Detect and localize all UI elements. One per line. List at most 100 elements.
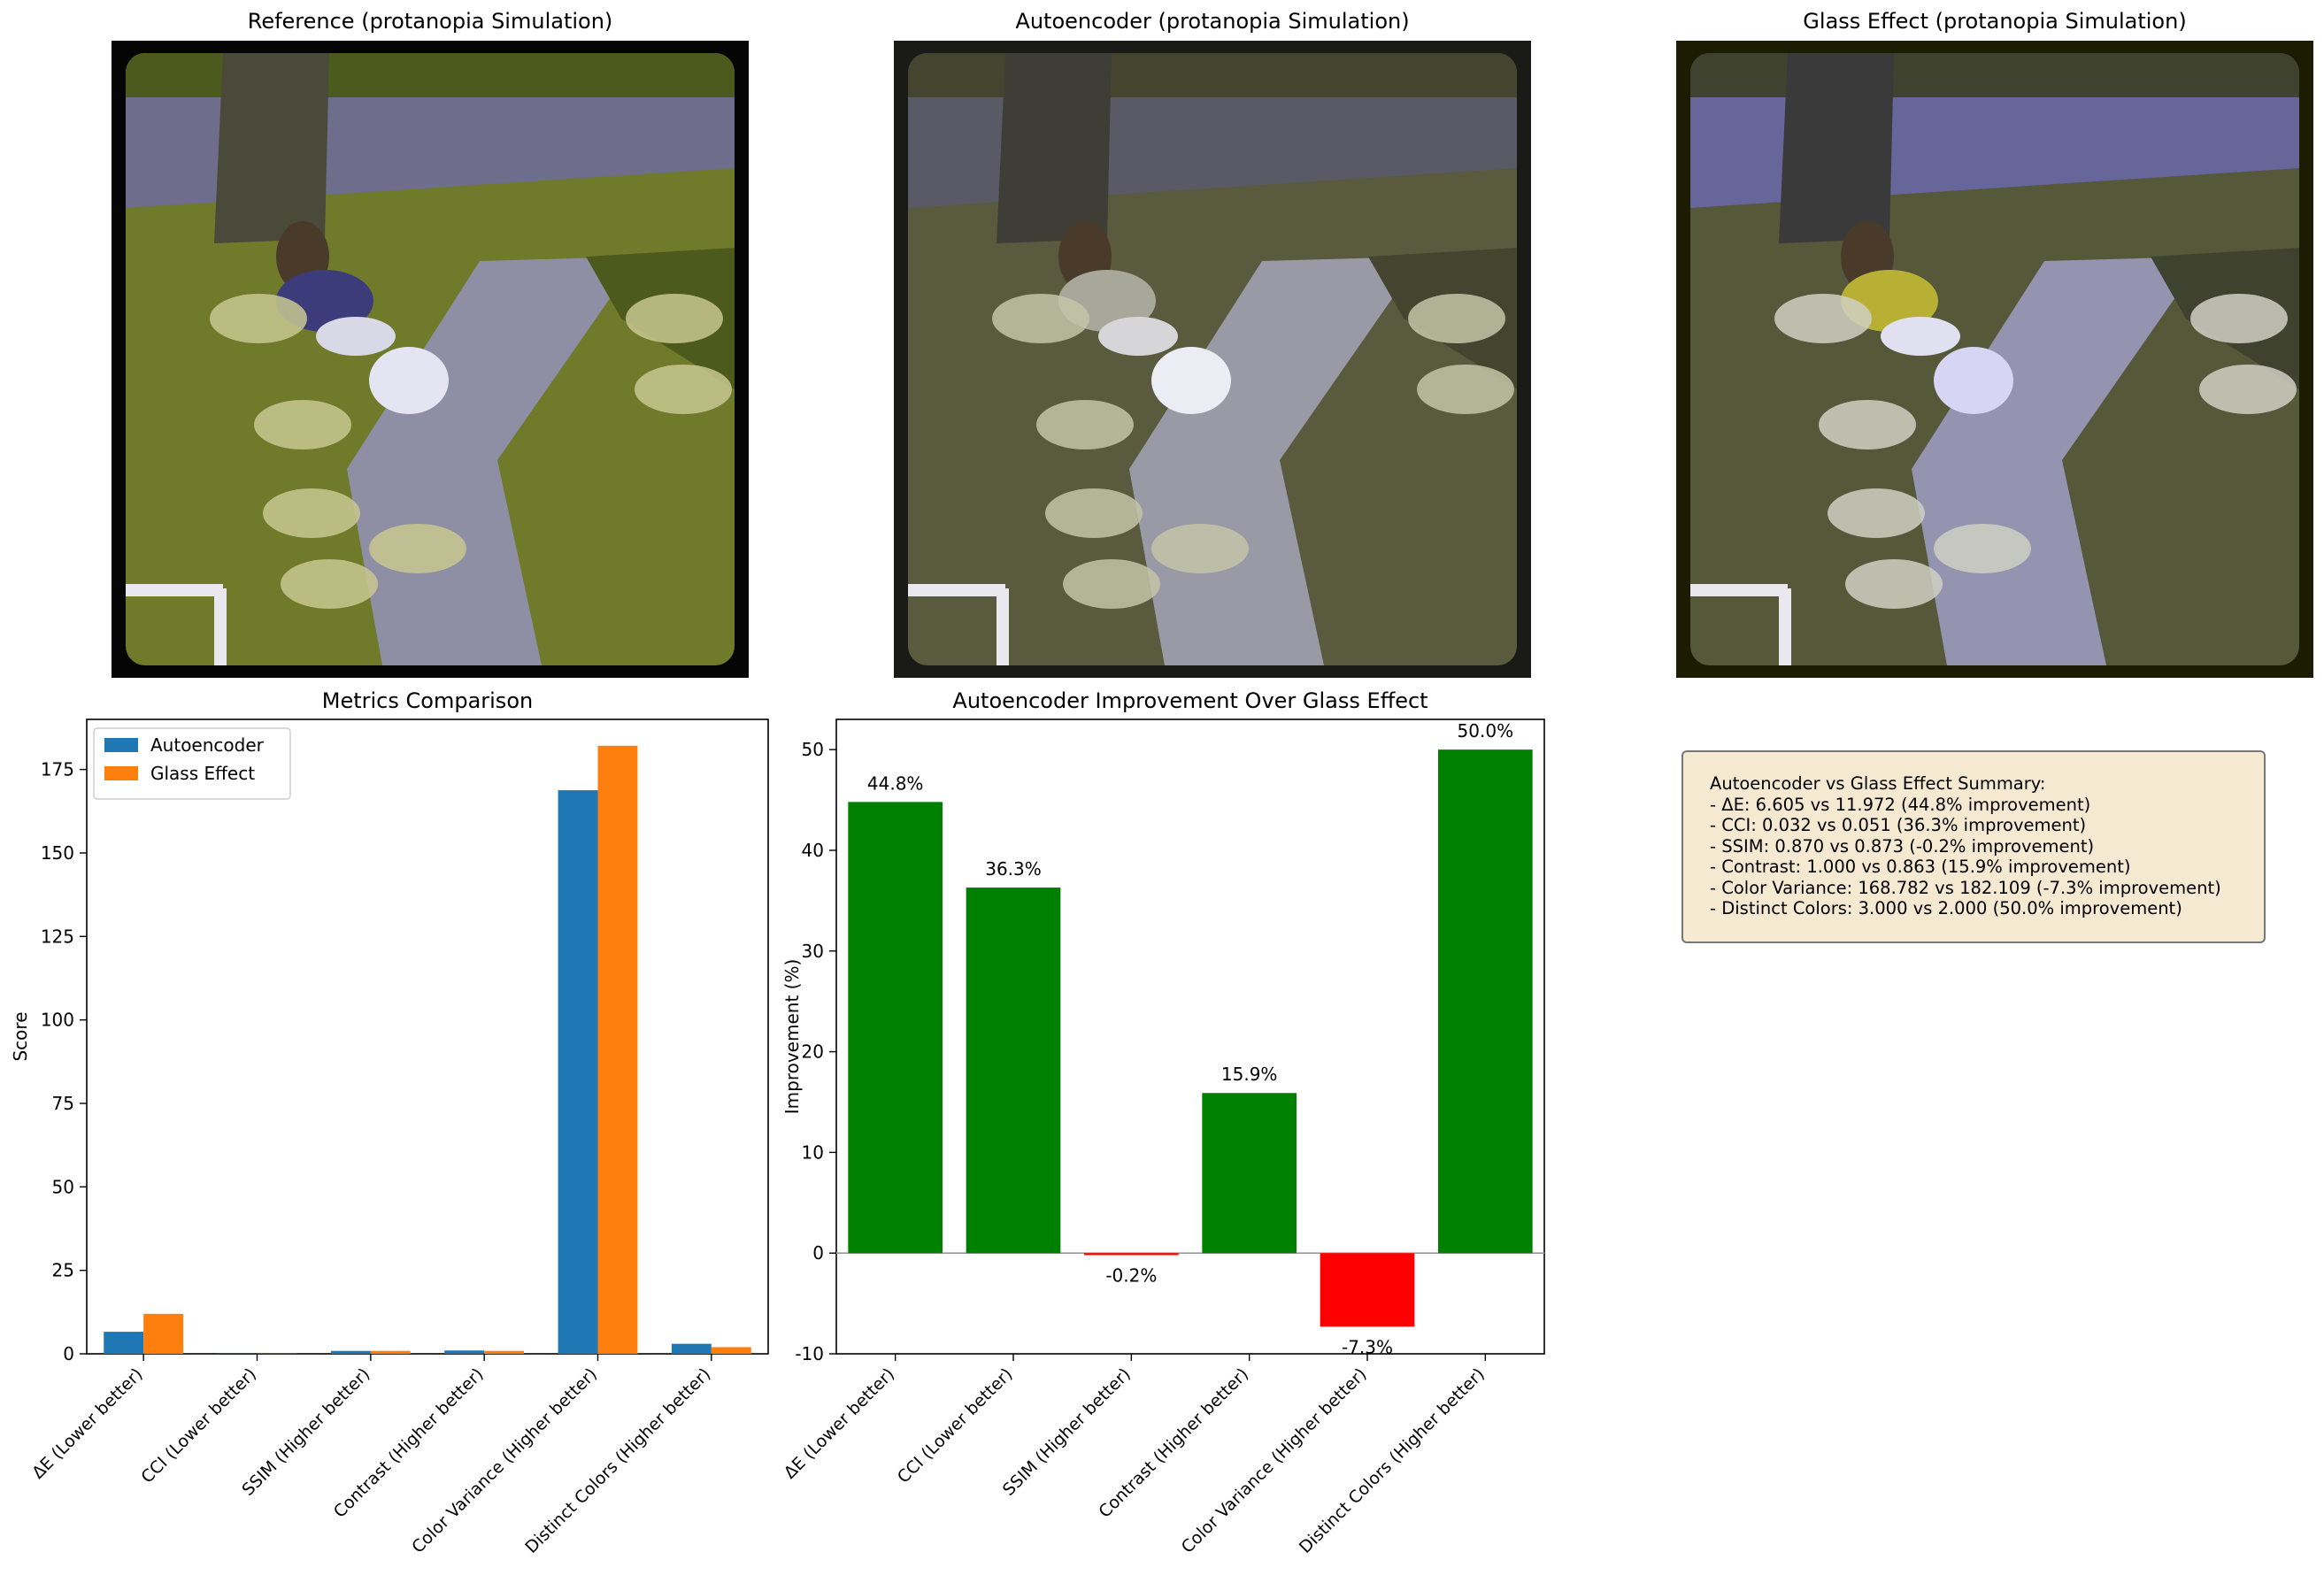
legend-swatch	[104, 738, 138, 752]
autoencoder-image	[894, 41, 1531, 678]
hosta-plant	[1934, 524, 2031, 573]
bar-autoencoder	[104, 1332, 144, 1354]
data-label: 44.8%	[867, 772, 924, 794]
x-tick-label: ΔE (Lower better)	[28, 1364, 147, 1483]
scene-svg	[908, 53, 1517, 665]
summary-line: - Color Variance: 168.782 vs 182.109 (-7…	[1710, 877, 2221, 898]
bar-glass-effect	[143, 1313, 184, 1354]
y-tick-label: 40	[802, 840, 824, 861]
plastic-bag	[1934, 347, 2013, 414]
y-tick-label: 175	[41, 759, 74, 780]
y-tick-label: 125	[41, 926, 74, 947]
reference-image	[112, 41, 749, 678]
panel-title-autoencoder: Autoencoder (protanopia Simulation)	[1015, 9, 1410, 34]
legend-label: Autoencoder	[150, 734, 265, 756]
hosta-plant	[1774, 294, 1872, 343]
hosta-plant	[210, 294, 307, 343]
autoencoder-scene	[908, 53, 1517, 665]
hosta-plant	[2190, 294, 2288, 343]
panel-title-reference: Reference (protanopia Simulation)	[247, 9, 613, 34]
hosta-plant	[1151, 524, 1249, 573]
data-label: 36.3%	[985, 858, 1042, 880]
far-lawn	[908, 53, 1517, 97]
improvement-bar	[966, 888, 1061, 1254]
summary-box: Autoencoder vs Glass Effect Summary: - Δ…	[1681, 750, 2266, 943]
legend-box	[93, 727, 291, 800]
y-tick-label: 30	[802, 941, 824, 962]
bar-autoencoder	[444, 1350, 485, 1354]
hosta-plant	[1036, 400, 1134, 450]
y-tick-label: 150	[41, 842, 74, 864]
x-tick-label: Color Variance (Higher better)	[408, 1364, 601, 1557]
summary-line: - Distinct Colors: 3.000 vs 2.000 (50.0%…	[1710, 898, 2182, 918]
panel-title-glass: Glass Effect (protanopia Simulation)	[1803, 9, 2187, 34]
bar-glass-effect	[484, 1350, 525, 1354]
improvement-bar	[1320, 1253, 1415, 1327]
y-tick-label: -10	[795, 1343, 824, 1364]
bench-leg	[214, 588, 227, 665]
hosta-plant	[1828, 488, 1925, 538]
person-pants	[1098, 317, 1178, 356]
bench-leg	[1779, 588, 1791, 665]
hosta-plant	[281, 559, 378, 609]
x-tick-label: SSIM (Higher better)	[238, 1364, 373, 1500]
hosta-plant	[635, 365, 732, 414]
chart-title: Autoencoder Improvement Over Glass Effec…	[952, 688, 1427, 713]
x-tick-label: SSIM (Higher better)	[999, 1364, 1135, 1500]
bench-leg	[997, 588, 1009, 665]
data-label: 50.0%	[1458, 720, 1514, 742]
summary-line: - ΔE: 6.605 vs 11.972 (44.8% improvement…	[1710, 794, 2091, 815]
x-tick-label: CCI (Lower better)	[137, 1364, 260, 1487]
improvement-chart: -100102030405044.8%36.3%-0.2%15.9%-7.3%5…	[781, 688, 1545, 1557]
hosta-plant	[1845, 559, 1943, 609]
chart-title: Metrics Comparison	[322, 688, 533, 713]
tree-trunk	[997, 53, 1112, 243]
bar-glass-effect	[597, 745, 638, 1354]
legend: Autoencoder Glass Effect	[93, 727, 291, 800]
data-label: -0.2%	[1105, 1264, 1157, 1286]
bench-rail	[126, 584, 223, 596]
bar-autoencoder	[671, 1343, 712, 1354]
hosta-plant	[1063, 559, 1160, 609]
x-tick-label: Distinct Colors (Higher better)	[521, 1364, 714, 1557]
legend-label: Glass Effect	[150, 763, 255, 784]
scene-svg	[1690, 53, 2299, 665]
y-tick-label: 50	[802, 739, 824, 760]
x-tick-label: Color Variance (Higher better)	[1178, 1364, 1371, 1557]
y-tick-label: 10	[802, 1141, 824, 1163]
data-label: 15.9%	[1221, 1064, 1278, 1085]
y-tick-label: 0	[812, 1242, 824, 1264]
y-axis-label: Score	[10, 1011, 31, 1061]
hosta-plant	[1417, 365, 1514, 414]
y-tick-label: 20	[802, 1041, 824, 1063]
far-lawn	[1690, 53, 2299, 97]
bar-autoencoder	[558, 790, 598, 1354]
glass-image	[1676, 41, 2313, 678]
summary-line: - CCI: 0.032 vs 0.051 (36.3% improvement…	[1710, 815, 2087, 835]
summary-line: - SSIM: 0.870 vs 0.873 (-0.2% improvemen…	[1710, 835, 2095, 857]
legend-swatch	[104, 766, 138, 780]
y-axis-label: Improvement (%)	[781, 959, 803, 1115]
x-tick-label: CCI (Lower better)	[894, 1364, 1017, 1487]
x-tick-label: ΔE (Lower better)	[781, 1364, 899, 1483]
person-pants	[316, 317, 396, 356]
y-tick-label: 100	[41, 1010, 74, 1031]
hosta-plant	[369, 524, 466, 573]
improvement-bar	[1202, 1093, 1297, 1254]
bench-rail	[1690, 584, 1788, 596]
metrics-comparison-chart: 0 25 50 75 100 125 150 175 ΔE (Lower better)CCI …	[10, 688, 769, 1557]
hosta-plant	[992, 294, 1089, 343]
y-tick-label: 25	[52, 1260, 74, 1281]
hosta-plant	[1819, 400, 1916, 450]
bar-glass-effect	[711, 1347, 751, 1354]
plastic-bag	[1151, 347, 1231, 414]
summary-heading: Autoencoder vs Glass Effect Summary:	[1710, 773, 2046, 794]
tree-trunk	[214, 53, 329, 243]
plastic-bag	[369, 347, 449, 414]
improvement-bar	[1438, 749, 1533, 1254]
person-pants	[1881, 317, 1960, 356]
improvement-bar	[848, 802, 943, 1254]
y-tick-label: 50	[52, 1176, 74, 1197]
bar-autoencoder	[330, 1350, 371, 1354]
hosta-plant	[626, 294, 723, 343]
